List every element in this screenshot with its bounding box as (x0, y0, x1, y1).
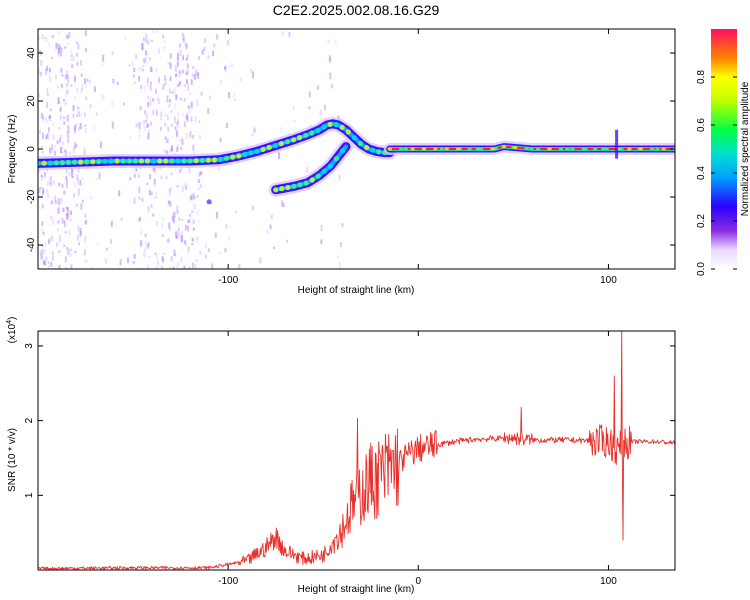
figure-title: C2E2.2025.002.08.16.G29 (273, 2, 440, 18)
snr-xtick-label: 0 (416, 576, 422, 587)
spectrogram-panel: -100 100 -40 -20 0 20 40 Height of straight li… (7, 28, 676, 296)
snr-scale-label: (x104) (6, 317, 18, 344)
spectrogram-xtick-label: 100 (600, 275, 617, 286)
spectrogram-ylabel: Frequency (Hz) (7, 115, 18, 184)
snr-scale-exponent: 4 (6, 320, 13, 324)
snr-ytick-label: 1 (24, 492, 35, 498)
colorbar: 0.0 0.2 0.4 0.6 0.8 Normalized spectral ampl… (696, 29, 750, 276)
snr-panel: -100 0 100 1 2 3 Height of straight line (km)… (6, 317, 676, 595)
snr-background (38, 331, 675, 570)
spectrogram-track (38, 116, 397, 171)
spectrogram-xtick-label: -100 (218, 275, 238, 286)
spectrogram-xlabel: Height of straight line (km) (298, 285, 415, 296)
snr-ytick-label: 3 (24, 343, 35, 349)
snr-frame (37, 330, 676, 571)
snr-ylabel: SNR (10 * v/v) (7, 428, 18, 492)
colorbar-gradient (711, 29, 737, 269)
snr-series-line (38, 331, 675, 570)
spectrogram-ytick-label: 40 (26, 47, 37, 59)
snr-xtick-label: -100 (218, 576, 238, 587)
snr-ytick-label: 2 (24, 417, 35, 423)
colorbar-tick-label: 0.0 (696, 262, 707, 276)
colorbar-tick-label: 0.6 (696, 118, 707, 132)
spectrogram-ytick-label: -20 (26, 189, 37, 204)
colorbar-tick-label: 0.8 (696, 70, 707, 84)
colorbar-tick-label: 0.4 (696, 166, 707, 180)
spectrogram-ytick-label: 0 (26, 146, 37, 152)
colorbar-label: Normalized spectral amplitude (740, 81, 750, 216)
spectrogram-track (383, 140, 675, 155)
colorbar-tick-label: 0.2 (696, 214, 707, 228)
spectrogram-ytick-label: 20 (26, 95, 37, 107)
snr-xtick-label: 100 (600, 576, 617, 587)
spectrogram-track (268, 139, 353, 197)
snr-xlabel: Height of straight line (km) (298, 584, 415, 595)
spectrogram-ytick-label: -40 (26, 237, 37, 252)
snr-scale-suffix: ) (7, 317, 18, 320)
